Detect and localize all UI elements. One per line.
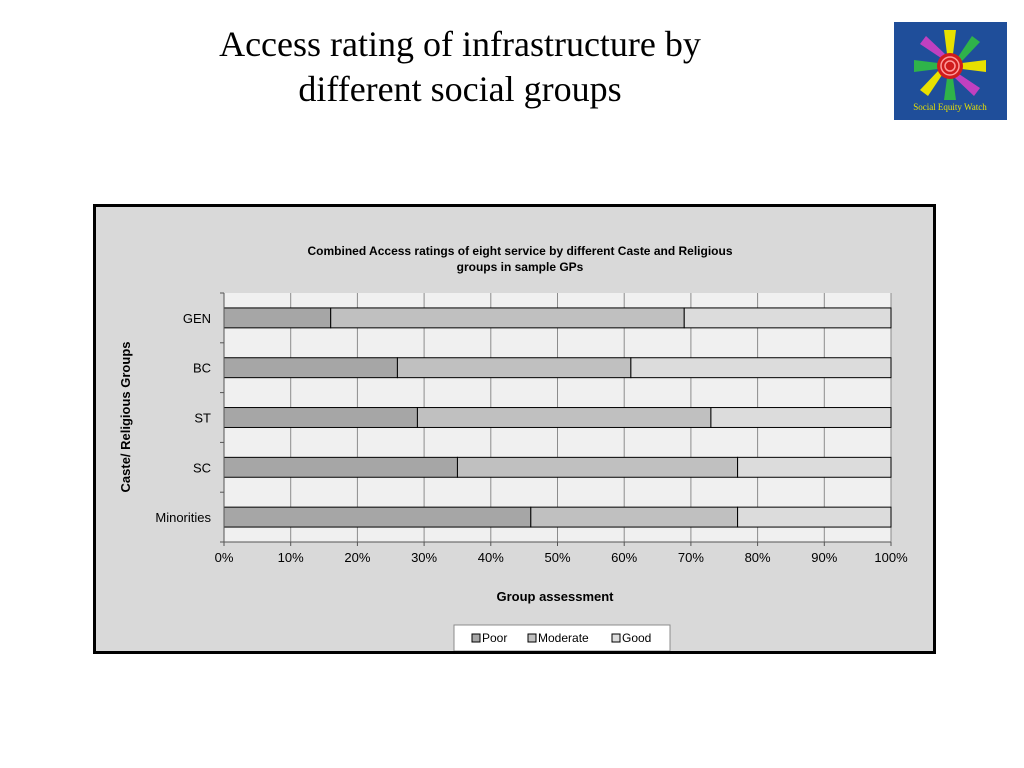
slide-title-line-2: different social groups	[298, 69, 622, 109]
y-category-label: SC	[193, 460, 211, 475]
bar-segment-poor	[223, 357, 398, 379]
slide-title-line-1: Access rating of infrastructure by	[219, 24, 701, 64]
social-equity-watch-logo: Social Equity Watch	[894, 22, 1007, 120]
x-tick-label: 40%	[478, 550, 504, 565]
logo-caption: Social Equity Watch	[913, 102, 987, 112]
bar-segment-poor	[223, 407, 418, 428]
bar-segment-poor	[223, 506, 532, 528]
chart-title-line-1: Combined Access ratings of eight service…	[308, 244, 733, 258]
stacked-bar-chart: Combined Access ratings of eight service…	[118, 244, 908, 651]
y-category-label: Minorities	[155, 510, 211, 525]
x-tick-label: 100%	[874, 550, 908, 565]
chart-legend: Poor Moderate Good	[453, 624, 671, 651]
bar-segment-good	[630, 357, 892, 379]
bar-segment-good	[710, 407, 892, 428]
x-tick-label: 30%	[411, 550, 437, 565]
x-tick-label: 80%	[745, 550, 771, 565]
x-axis-title: Group assessment	[496, 589, 614, 604]
y-axis-title: Caste/ Religious Groups	[118, 342, 133, 493]
bar-segment-moderate	[416, 407, 712, 428]
legend-label-good: Good	[622, 631, 651, 645]
y-category-label: ST	[194, 411, 211, 426]
legend-swatch-poor	[471, 633, 481, 643]
bar-segment-moderate	[530, 506, 739, 528]
chart-title-line-2: groups in sample GPs	[457, 260, 584, 274]
x-tick-label: 0%	[215, 550, 234, 565]
bar-segment-good	[737, 456, 892, 478]
legend-swatch-moderate	[527, 633, 537, 643]
x-tick-label: 70%	[678, 550, 704, 565]
y-category-label: GEN	[183, 311, 211, 326]
x-tick-label: 90%	[811, 550, 837, 565]
legend-box	[453, 624, 671, 651]
x-tick-label: 10%	[278, 550, 304, 565]
bar-segment-poor	[223, 307, 332, 329]
y-category-label: BC	[193, 361, 211, 376]
legend-label-moderate: Moderate	[538, 631, 589, 645]
bar-segment-poor	[223, 456, 458, 478]
logo-graphic: Social Equity Watch	[894, 22, 1007, 120]
legend-label-poor: Poor	[482, 631, 507, 645]
x-tick-label: 50%	[544, 550, 570, 565]
x-tick-label: 60%	[611, 550, 637, 565]
x-tick-label: 20%	[344, 550, 370, 565]
plot-area: 0% 10% 20% 30% 40% 50% 60% 70% 80% 90% 100% GEN BC ST…	[155, 292, 908, 565]
chart-frame: Combined Access ratings of eight service…	[93, 204, 936, 654]
bar-segment-moderate	[330, 307, 685, 329]
slide-title: Access rating of infrastructure by diffe…	[110, 22, 810, 112]
bar-segment-moderate	[456, 456, 739, 478]
bar-segment-moderate	[396, 357, 632, 379]
bar-segment-good	[683, 307, 892, 329]
bar-segment-good	[737, 506, 892, 528]
legend-swatch-good	[611, 633, 621, 643]
